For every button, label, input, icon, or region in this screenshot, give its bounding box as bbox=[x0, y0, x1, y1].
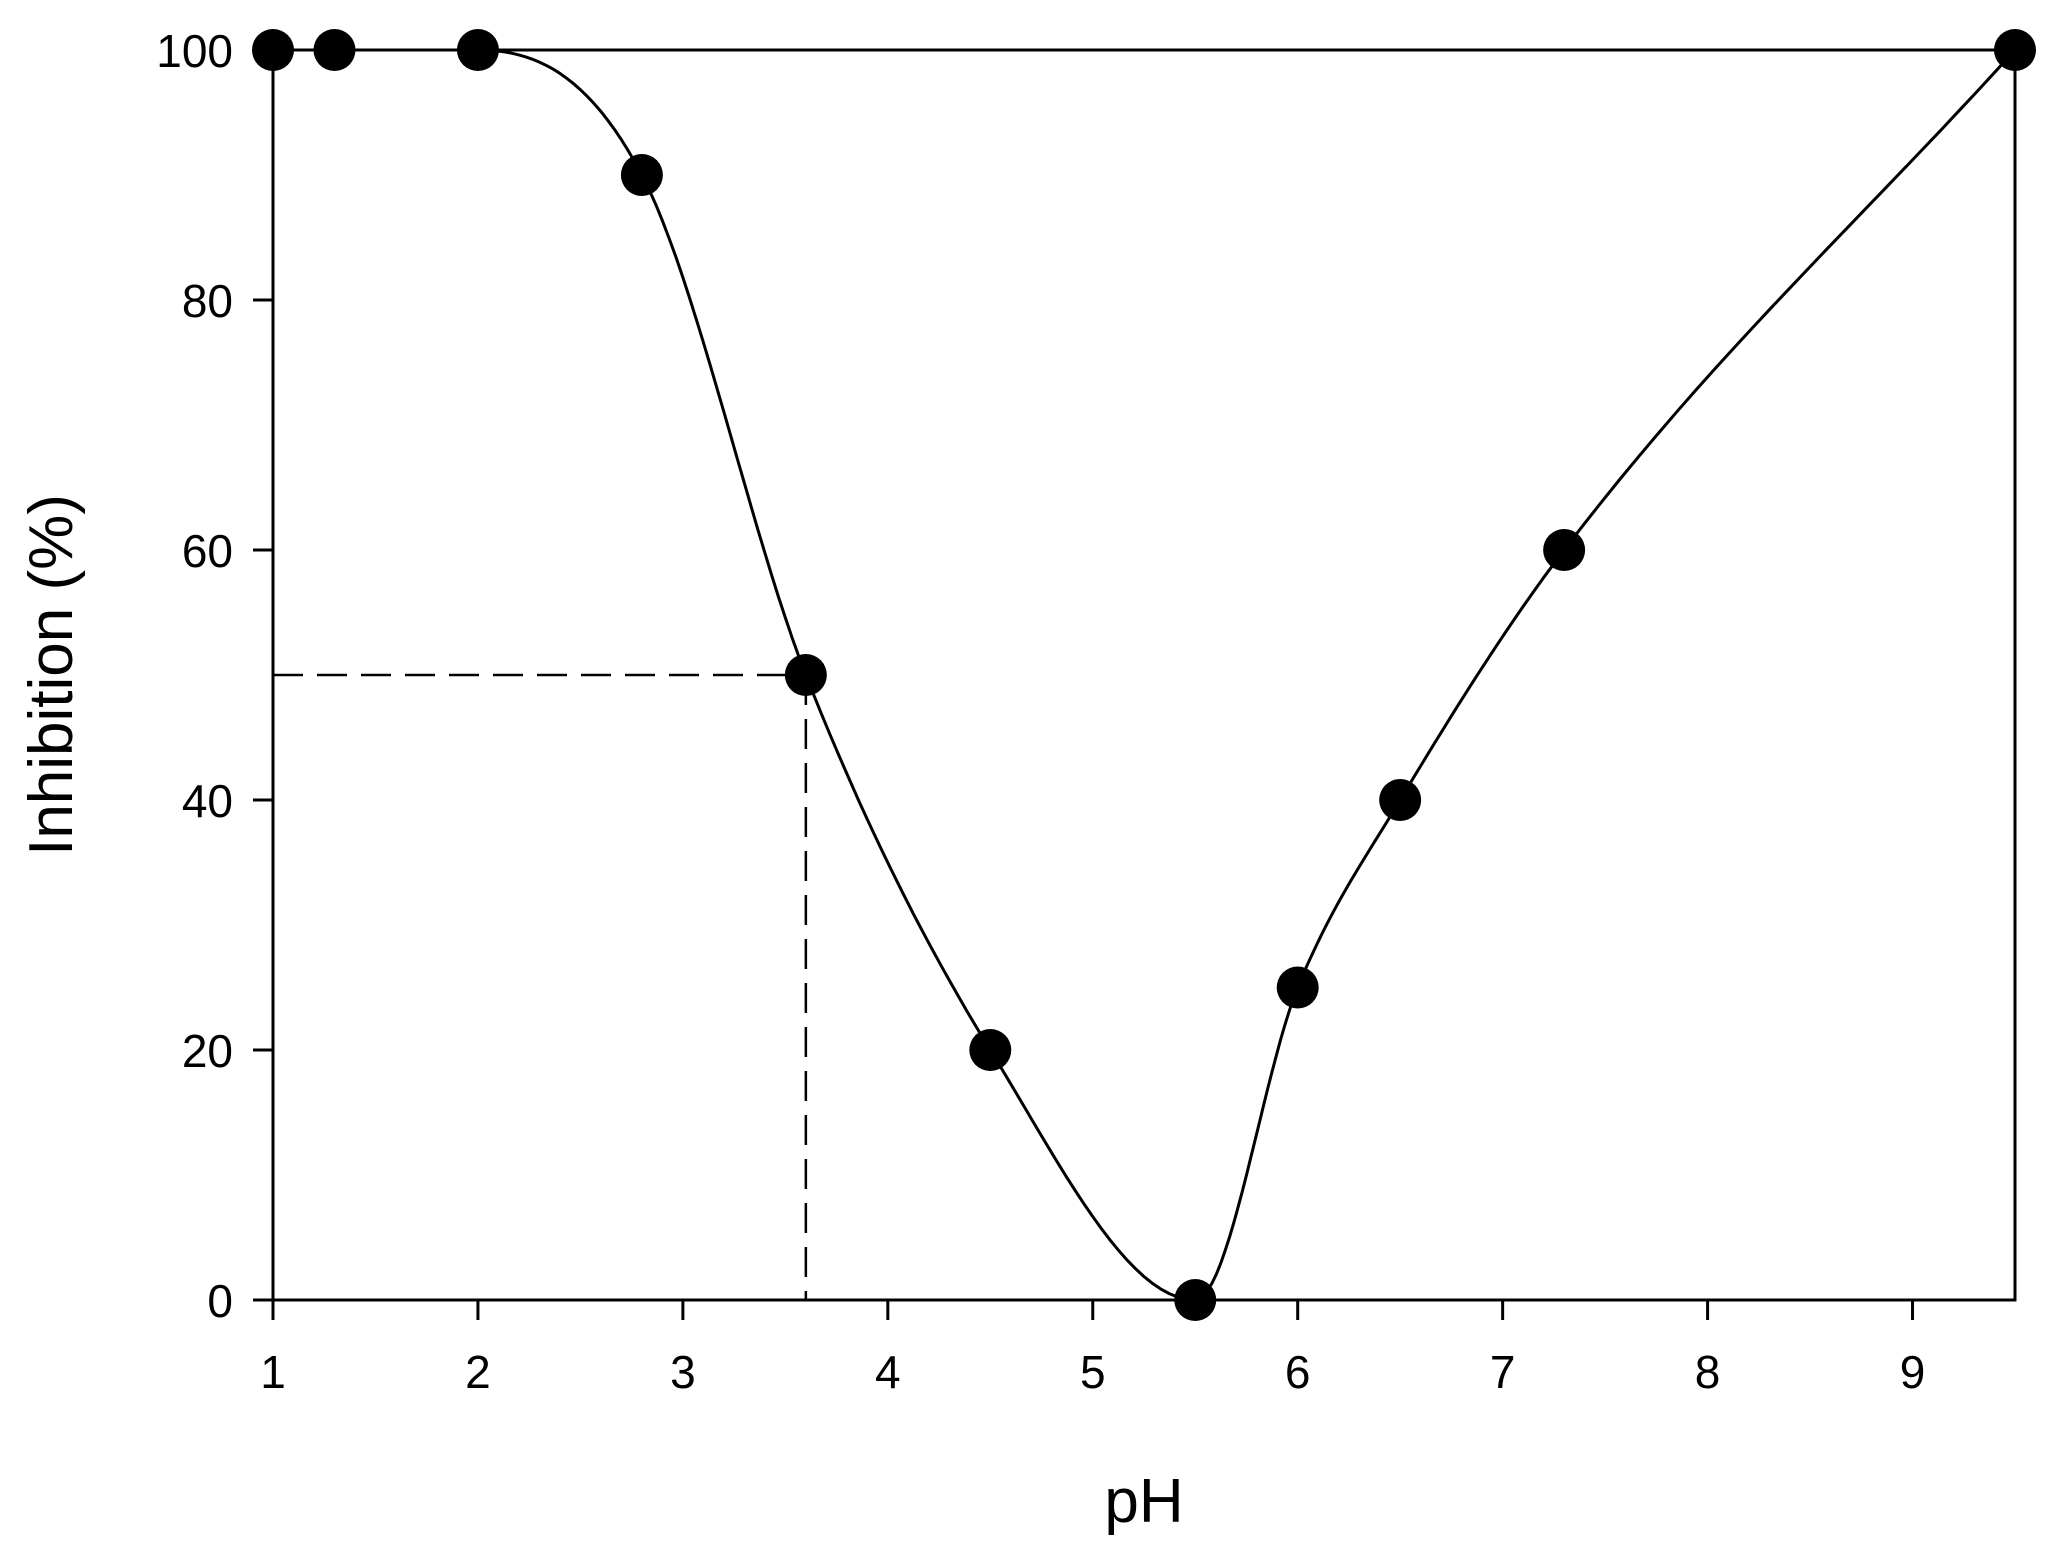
x-axis: 1 2 3 4 5 6 7 8 9 bbox=[260, 1300, 1925, 1398]
y-tick-label: 20 bbox=[182, 1025, 233, 1077]
x-tick-label: 1 bbox=[260, 1346, 286, 1398]
reference-lines bbox=[273, 673, 808, 1300]
x-tick-label: 5 bbox=[1080, 1346, 1106, 1398]
data-point bbox=[1174, 1279, 1217, 1321]
x-axis-title: pH bbox=[1104, 1467, 1183, 1536]
x-tick-label: 6 bbox=[1285, 1346, 1311, 1398]
data-point bbox=[456, 29, 499, 71]
x-tick-label: 8 bbox=[1695, 1346, 1721, 1398]
y-tick-label: 40 bbox=[182, 775, 233, 827]
x-tick-label: 2 bbox=[465, 1346, 491, 1398]
data-point bbox=[313, 29, 356, 71]
y-tick-label: 100 bbox=[156, 25, 233, 77]
plot-frame bbox=[271, 48, 2017, 1302]
data-points bbox=[252, 29, 2036, 1321]
data-point bbox=[1543, 529, 1586, 571]
y-axis-title: Inhibition (%) bbox=[17, 494, 86, 856]
data-point bbox=[969, 1029, 1012, 1071]
data-point bbox=[1379, 779, 1422, 821]
series-line bbox=[273, 48, 2017, 1302]
data-point bbox=[1994, 29, 2036, 71]
data-point bbox=[620, 154, 663, 196]
fitted-curve bbox=[273, 48, 2017, 1302]
y-axis: 0 20 40 60 80 100 bbox=[156, 25, 273, 1327]
data-point bbox=[784, 654, 827, 696]
x-tick-label: 7 bbox=[1490, 1346, 1516, 1398]
data-point bbox=[1276, 966, 1319, 1009]
x-tick-label: 4 bbox=[875, 1346, 901, 1398]
x-tick-label: 9 bbox=[1900, 1346, 1926, 1398]
y-tick-label: 0 bbox=[207, 1275, 233, 1327]
y-tick-label: 80 bbox=[182, 275, 233, 327]
x-tick-label: 3 bbox=[670, 1346, 696, 1398]
y-tick-label: 60 bbox=[182, 525, 233, 577]
